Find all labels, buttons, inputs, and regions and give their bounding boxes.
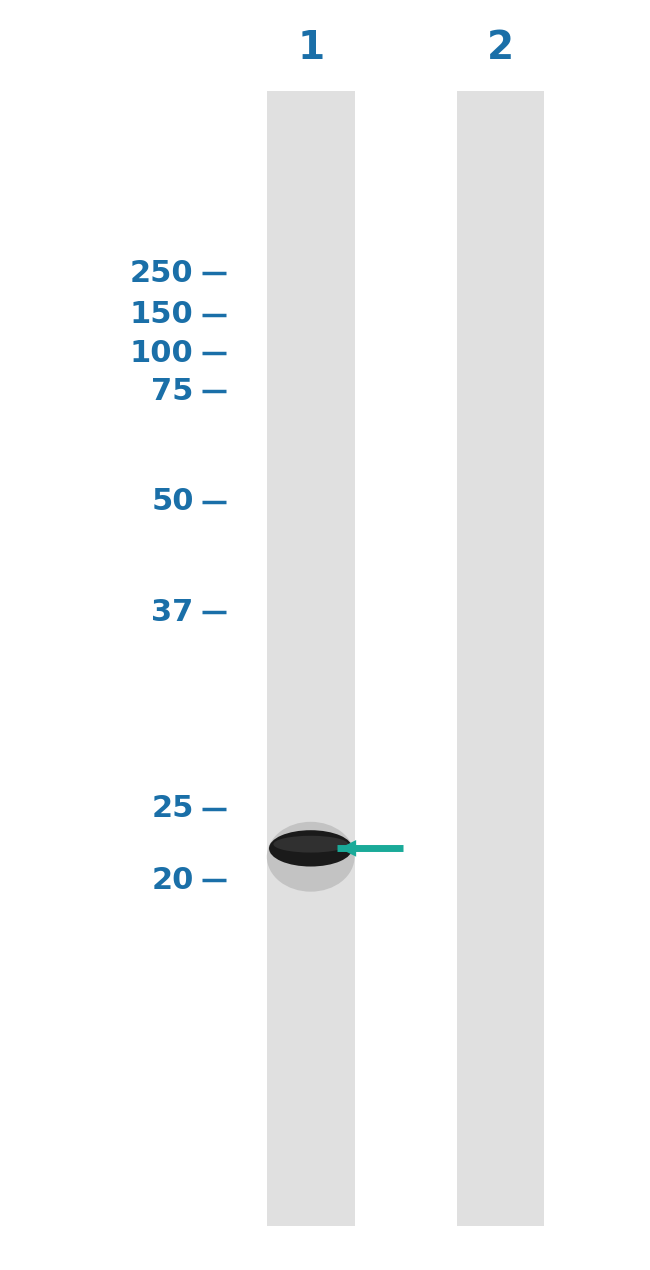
Text: 2: 2 (487, 29, 514, 67)
Text: 1: 1 (297, 29, 324, 67)
Text: 75: 75 (151, 377, 194, 405)
Text: 250: 250 (130, 259, 194, 287)
Bar (456, 91, 545, 1226)
Text: 37: 37 (151, 598, 194, 626)
Ellipse shape (274, 836, 348, 852)
Ellipse shape (269, 831, 352, 866)
Ellipse shape (266, 822, 355, 892)
Text: 20: 20 (151, 866, 194, 894)
Text: 50: 50 (151, 488, 194, 516)
Text: 150: 150 (130, 301, 194, 329)
Text: 25: 25 (151, 795, 194, 823)
Text: 100: 100 (130, 339, 194, 367)
Bar (266, 91, 355, 1226)
